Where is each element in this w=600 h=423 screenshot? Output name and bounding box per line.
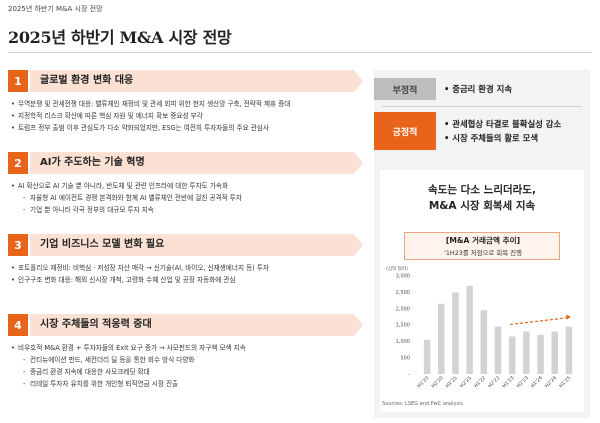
y-tick-label: 3,000 bbox=[396, 274, 410, 280]
negative-factor-row: 부정적 • 중금리 환경 지속 bbox=[374, 78, 590, 100]
title-divider bbox=[8, 52, 592, 53]
section-bullets: AI 확산으로 AI 기술 뿐 아니라, 반도체 및 관련 인프라에 대한 투자… bbox=[8, 180, 354, 216]
section-number: 3 bbox=[8, 234, 28, 256]
x-tick-label: H2'20 bbox=[430, 375, 444, 389]
y-tick-label: - bbox=[408, 372, 410, 378]
bar bbox=[466, 285, 473, 374]
bar bbox=[452, 292, 459, 374]
bar bbox=[494, 326, 502, 374]
x-tick-label: H1'24 bbox=[530, 375, 544, 389]
section-number: 4 bbox=[8, 314, 28, 336]
dash-item: 기업 뿐 아니라 각국 정부의 대규모 투자 지속 bbox=[8, 204, 354, 216]
section-bullets: 비우호적 M&A 환경 + 투자자들의 Exit 요구 증가 → 사모펀드의 자… bbox=[8, 342, 354, 390]
bar bbox=[438, 303, 445, 374]
bullet-item: 무역분쟁 및 관세전쟁 대응: 밸류체인 재정비 및 관세 회피 위한 현지 생… bbox=[8, 98, 354, 110]
outlook-panel: 부정적 • 중금리 환경 지속 긍정적 • 관세협상 타결로 불확실성 감소 •… bbox=[374, 70, 590, 418]
y-tick-label: 1,000 bbox=[396, 339, 410, 345]
x-tick-label: H2'22 bbox=[487, 375, 501, 389]
x-tick-label: H2'23 bbox=[516, 375, 530, 389]
section-1: 1 글로벌 환경 변화 대응 무역분쟁 및 관세전쟁 대응: 밸류체인 재정비 … bbox=[8, 70, 363, 134]
trend-arrowhead bbox=[565, 314, 571, 320]
bar bbox=[480, 310, 488, 374]
section-header: 2 AI가 주도하는 기술 혁명 bbox=[8, 152, 363, 174]
bullet-item: AI 확산으로 AI 기술 뿐 아니라, 반도체 및 관련 인프라에 대한 투자… bbox=[8, 180, 354, 192]
section-arrow-bar bbox=[30, 314, 363, 336]
trend-line bbox=[510, 317, 567, 326]
chart-caption-box: [M&A 거래금액 추이] '1H23를 저점으로 회복 진행 bbox=[404, 232, 560, 260]
bar bbox=[423, 339, 431, 374]
x-tick-label: H1'25 bbox=[558, 375, 572, 389]
x-tick-label: H2'21 bbox=[459, 375, 473, 389]
chart-title: [M&A 거래금액 추이] bbox=[445, 236, 521, 245]
headline: 속도는 다소 느리더라도, M&A 시장 회복세 지속 bbox=[380, 182, 584, 214]
section-4: 4 시장 주체들의 적응력 증대 비우호적 M&A 환경 + 투자자들의 Exi… bbox=[8, 314, 363, 390]
bullet-item: 포트폴리오 재정비: 비핵심 · 저성장 자산 매각 → 신기술(AI, 바이오… bbox=[8, 262, 354, 274]
panel-divider bbox=[382, 106, 582, 107]
x-tick-label: H1'22 bbox=[473, 375, 487, 389]
dash-item: 중금리 환경 지속에 대응한 사모크레딧 확대 bbox=[8, 366, 354, 378]
bar bbox=[565, 326, 573, 374]
x-tick-label: H1'20 bbox=[416, 375, 430, 389]
section-header: 3 기업 비즈니스 모델 변화 필요 bbox=[8, 234, 363, 256]
section-bullets: 무역분쟁 및 관세전쟁 대응: 밸류체인 재정비 및 관세 회피 위한 현지 생… bbox=[8, 98, 354, 134]
y-tick-label: 2,000 bbox=[396, 306, 410, 312]
dash-item: 자율형 AI 에이전트 경쟁 본격화와 함께 AI 밸류체인 전반에 걸친 공격… bbox=[8, 192, 354, 204]
section-3: 3 기업 비즈니스 모델 변화 필요 포트폴리오 재정비: 비핵심 · 저성장 … bbox=[8, 234, 363, 286]
y-tick-label: 1,500 bbox=[396, 323, 410, 329]
negative-tag: 부정적 bbox=[374, 78, 436, 100]
deal-value-bar-chart: (십억 달러) - 500 1,000 1,500 2,000 2,500 3,000 H1'2… bbox=[386, 265, 573, 389]
chart-subtitle: '1H23를 저점으로 회복 진행 bbox=[444, 249, 522, 257]
bullet-item: 인구구조 변화 대응: 해외 신시장 개척, 고령화 수혜 산업 및 공장 자동… bbox=[8, 274, 354, 286]
source-note: Sources: LSEG and PwC analysis bbox=[382, 401, 464, 407]
y-tick-label: 500 bbox=[400, 355, 410, 361]
x-tick-label: H2'24 bbox=[544, 375, 558, 389]
section-arrow-bar bbox=[30, 152, 363, 174]
dash-item: 리테일 투자자 유치를 위한 개인형 퇴직연금 시장 진출 bbox=[8, 378, 354, 390]
bullet-item: 비우호적 M&A 환경 + 투자자들의 Exit 요구 증가 → 사모펀드의 자… bbox=[8, 342, 354, 354]
section-bullets: 포트폴리오 재정비: 비핵심 · 저성장 자산 매각 → 신기술(AI, 바이오… bbox=[8, 262, 354, 286]
bar bbox=[551, 331, 558, 374]
section-title: 글로벌 환경 변화 대응 bbox=[40, 75, 134, 86]
section-arrow-bar bbox=[30, 234, 363, 256]
section-2: 2 AI가 주도하는 기술 혁명 AI 확산으로 AI 기술 뿐 아니라, 반도… bbox=[8, 152, 363, 216]
positive-factor-row: 긍정적 • 관세협상 타결로 불확실성 감소 • 시장 주체들의 활로 모색 bbox=[374, 112, 590, 150]
page-title: 2025년 하반기 M&A 시장 전망 bbox=[8, 28, 232, 47]
bar bbox=[537, 334, 544, 374]
positive-tag: 긍정적 bbox=[374, 112, 436, 150]
bullet-item: 지정학적 리스크 확산에 따른 핵심 자원 및 에너지 확보 중요성 부각 bbox=[8, 110, 354, 122]
bar bbox=[508, 336, 516, 374]
chart-card: 속도는 다소 느리더라도, M&A 시장 회복세 지속 [M&A 거래금액 추이… bbox=[380, 170, 584, 412]
section-title: AI가 주도하는 기술 혁명 bbox=[40, 157, 145, 168]
section-header: 1 글로벌 환경 변화 대응 bbox=[8, 70, 363, 92]
dash-item: 컨티뉴에이션 펀드, 세컨더리 딜 등을 통한 회수 방식 다양화 bbox=[8, 354, 354, 366]
bullet-item: 트럼프 정부 출범 이후 관심도가 다소 약화되었지만, ESG는 여전히 투자… bbox=[8, 122, 354, 134]
top-caption: 2025년 하반기 M&A 시장 전망 bbox=[8, 5, 103, 13]
x-tick-label: H1'23 bbox=[501, 375, 515, 389]
x-tick-label: H1'21 bbox=[445, 375, 459, 389]
bar bbox=[523, 331, 530, 374]
unit-label: (십억 달러) bbox=[386, 265, 408, 272]
headline-line: M&A 시장 회복세 지속 bbox=[428, 200, 536, 212]
positive-factor-text: • 시장 주체들의 활로 모색 bbox=[444, 133, 539, 143]
y-tick-label: 2,500 bbox=[396, 290, 410, 296]
positive-factor-text: • 관세협상 타결로 불확실성 감소 bbox=[444, 119, 562, 129]
section-title: 시장 주체들의 적응력 증대 bbox=[40, 319, 152, 330]
section-number: 1 bbox=[8, 70, 28, 92]
section-title: 기업 비즈니스 모델 변화 필요 bbox=[40, 239, 165, 250]
section-header: 4 시장 주체들의 적응력 증대 bbox=[8, 314, 363, 336]
section-number: 2 bbox=[8, 152, 28, 174]
negative-factor-text: • 중금리 환경 지속 bbox=[444, 84, 513, 94]
headline-line: 속도는 다소 느리더라도, bbox=[428, 184, 536, 196]
section-arrow-bar bbox=[30, 70, 363, 92]
